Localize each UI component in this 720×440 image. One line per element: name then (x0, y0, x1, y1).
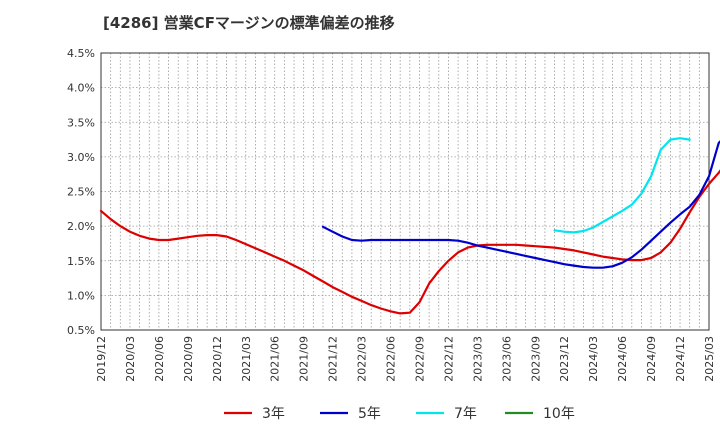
x-tick-label: 2020/12 (211, 336, 224, 382)
y-tick-label: 2.0% (67, 220, 95, 233)
plot-border (100, 52, 710, 331)
legend-label-1: 5年 (358, 406, 381, 422)
y-tick-label: 4.5% (67, 47, 95, 60)
legend-label-3: 10年 (543, 406, 575, 422)
x-tick-label: 2024/09 (645, 336, 658, 382)
legend-label-0: 3年 (262, 406, 285, 422)
x-tick-label: 2021/12 (327, 336, 340, 382)
x-tick-label: 2023/12 (558, 336, 571, 382)
x-tick-label: 2022/03 (356, 336, 369, 382)
x-tick-label: 2022/12 (442, 336, 455, 382)
chart-title: [4286] 営業CFマージンの標準偏差の推移 (103, 14, 395, 32)
x-tick-label: 2022/09 (413, 336, 426, 382)
y-tick-label: 4.0% (67, 82, 95, 95)
series-line-2 (553, 137, 691, 234)
x-tick-label: 2020/06 (153, 336, 166, 382)
x-tick-label: 2024/06 (616, 336, 629, 382)
y-tick-label: 0.5% (67, 324, 95, 337)
x-tick-label: 2023/09 (529, 336, 542, 382)
x-tick-label: 2019/12 (95, 336, 108, 382)
x-tick-label: 2021/03 (240, 336, 253, 382)
x-tick-label: 2024/12 (674, 336, 687, 382)
x-tick-label: 2025/03 (703, 336, 716, 382)
x-tick-label: 2024/03 (587, 336, 600, 382)
y-tick-label: 1.5% (67, 255, 95, 268)
x-tick-label: 2020/09 (182, 336, 195, 382)
y-tick-label: 3.0% (67, 151, 95, 164)
y-tick-label: 2.5% (67, 186, 95, 199)
y-tick-label: 3.5% (67, 116, 95, 129)
x-tick-label: 2020/03 (124, 336, 137, 382)
series-line-0 (99, 169, 720, 315)
x-tick-label: 2021/09 (298, 336, 311, 382)
x-tick-label: 2023/06 (500, 336, 513, 382)
x-tick-label: 2022/06 (385, 336, 398, 382)
x-tick-label: 2021/06 (269, 336, 282, 382)
plot-area (101, 53, 709, 330)
x-tick-label: 2023/03 (471, 336, 484, 382)
legend-label-2: 7年 (454, 406, 477, 422)
series-line-1 (321, 140, 720, 269)
y-tick-label: 1.0% (67, 289, 95, 302)
